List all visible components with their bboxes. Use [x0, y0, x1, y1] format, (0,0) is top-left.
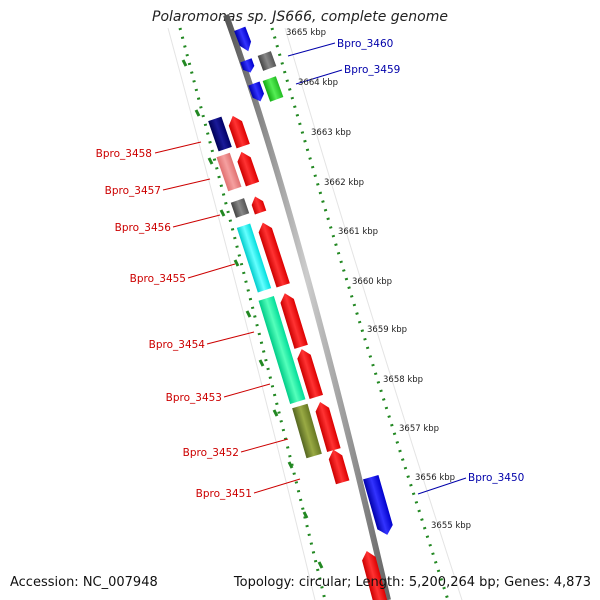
- gene-bottom-red[interactable]: [360, 549, 389, 600]
- gene-bpro-3458[interactable]: [226, 114, 250, 149]
- tick-label: 3659 kbp: [367, 325, 407, 335]
- tick-label: 3655 kbp: [431, 521, 471, 531]
- gene-labels: Bpro_3458 Bpro_3457 Bpro_3456 Bpro_3455 …: [96, 38, 525, 500]
- right-edge-line: [284, 27, 463, 600]
- left-dotted-track: [178, 27, 327, 600]
- gene-bpro-3458-navy[interactable]: [208, 116, 232, 152]
- gene-label[interactable]: Bpro_3451: [196, 488, 252, 500]
- left-edge-line: [167, 27, 316, 600]
- dotted-tracks: [178, 27, 450, 600]
- track-major-tick: [233, 259, 240, 267]
- gene-bpro-3454[interactable]: [278, 291, 308, 349]
- tick-label: 3658 kbp: [383, 375, 423, 385]
- gene-bpro-3454-teal[interactable]: [258, 296, 306, 404]
- backbone: [223, 13, 391, 600]
- tick-label: 3661 kbp: [338, 227, 378, 237]
- gene-bpro-3450[interactable]: [363, 474, 395, 537]
- gene-label[interactable]: Bpro_3453: [166, 392, 222, 404]
- genome-summary-text: Topology: circular; Length: 5,200,264 bp…: [233, 575, 591, 590]
- tick-label: 3665 kbp: [286, 28, 326, 38]
- gene-bpro-3453[interactable]: [295, 347, 324, 399]
- track-major-tick: [219, 209, 226, 217]
- label-leaders: [154, 42, 467, 495]
- tick-label: 3662 kbp: [324, 178, 364, 188]
- track-major-tick: [258, 359, 265, 367]
- tick-label: 3664 kbp: [298, 78, 338, 88]
- gene-label[interactable]: Bpro_3454: [149, 339, 206, 351]
- track-major-tick: [317, 561, 324, 569]
- track-major-tick: [194, 109, 201, 117]
- tick-label: 3663 kbp: [311, 128, 351, 138]
- gene-bpro-3456-gray[interactable]: [230, 198, 250, 218]
- track-major-tick: [287, 461, 294, 469]
- track-major-tick: [245, 310, 252, 318]
- gene-bpro-3461[interactable]: [234, 26, 254, 54]
- gene-bpro-3456[interactable]: [249, 195, 267, 215]
- tick-labels: 3665 kbp 3664 kbp 3663 kbp 3662 kbp 3661…: [286, 28, 471, 531]
- gene-bpro-3452[interactable]: [313, 400, 341, 452]
- gene-label[interactable]: Bpro_3457: [105, 185, 161, 197]
- gene-label[interactable]: Bpro_3459: [344, 64, 400, 76]
- accession-text: Accession: NC_007948: [10, 575, 158, 590]
- gene-bpro-3452-olive[interactable]: [292, 403, 322, 459]
- track-major-tick: [302, 511, 309, 519]
- gene-bpro-3460[interactable]: [257, 51, 277, 71]
- gene-blue-small-2[interactable]: [248, 81, 266, 103]
- track-major-tick: [272, 409, 279, 417]
- gene-bpro-3455[interactable]: [256, 220, 290, 288]
- gene-bpro-3451[interactable]: [327, 448, 350, 485]
- gene-label[interactable]: Bpro_3458: [96, 148, 152, 160]
- gene-label[interactable]: Bpro_3452: [183, 447, 239, 459]
- gene-label[interactable]: Bpro_3460: [337, 38, 393, 50]
- gene-bpro-3457-pink[interactable]: [216, 152, 242, 192]
- tick-label: 3656 kbp: [415, 473, 455, 483]
- track-major-tick: [207, 157, 214, 165]
- tick-label: 3660 kbp: [352, 277, 392, 287]
- gene-bpro-3459[interactable]: [262, 76, 284, 102]
- gene-bpro-3455-cyan[interactable]: [236, 223, 272, 293]
- gene-label[interactable]: Bpro_3456: [115, 222, 172, 234]
- gene-label[interactable]: Bpro_3450: [468, 472, 524, 484]
- track-edge-lines: [167, 27, 463, 600]
- tick-label: 3657 kbp: [399, 424, 439, 434]
- gene-label[interactable]: Bpro_3455: [130, 273, 186, 285]
- gene-blue-small[interactable]: [240, 58, 256, 74]
- gene-features: [208, 26, 395, 600]
- track-major-tick: [181, 59, 188, 67]
- gene-bpro-3457[interactable]: [235, 150, 260, 187]
